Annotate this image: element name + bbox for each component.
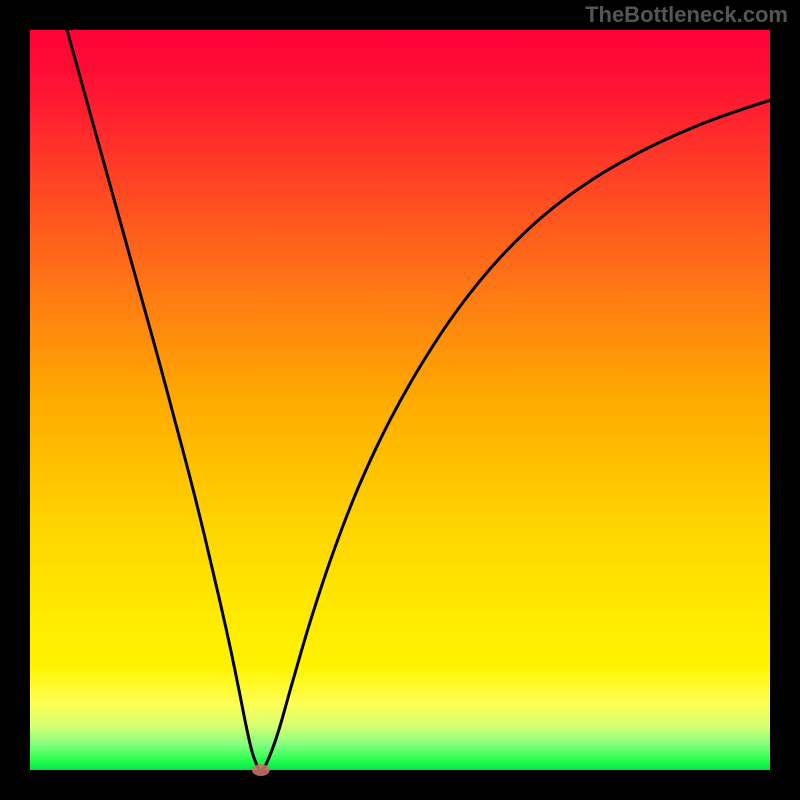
bottleneck-chart: TheBottleneck.com (0, 0, 800, 800)
attribution-text: TheBottleneck.com (585, 2, 788, 27)
optimal-point-marker (252, 764, 270, 776)
